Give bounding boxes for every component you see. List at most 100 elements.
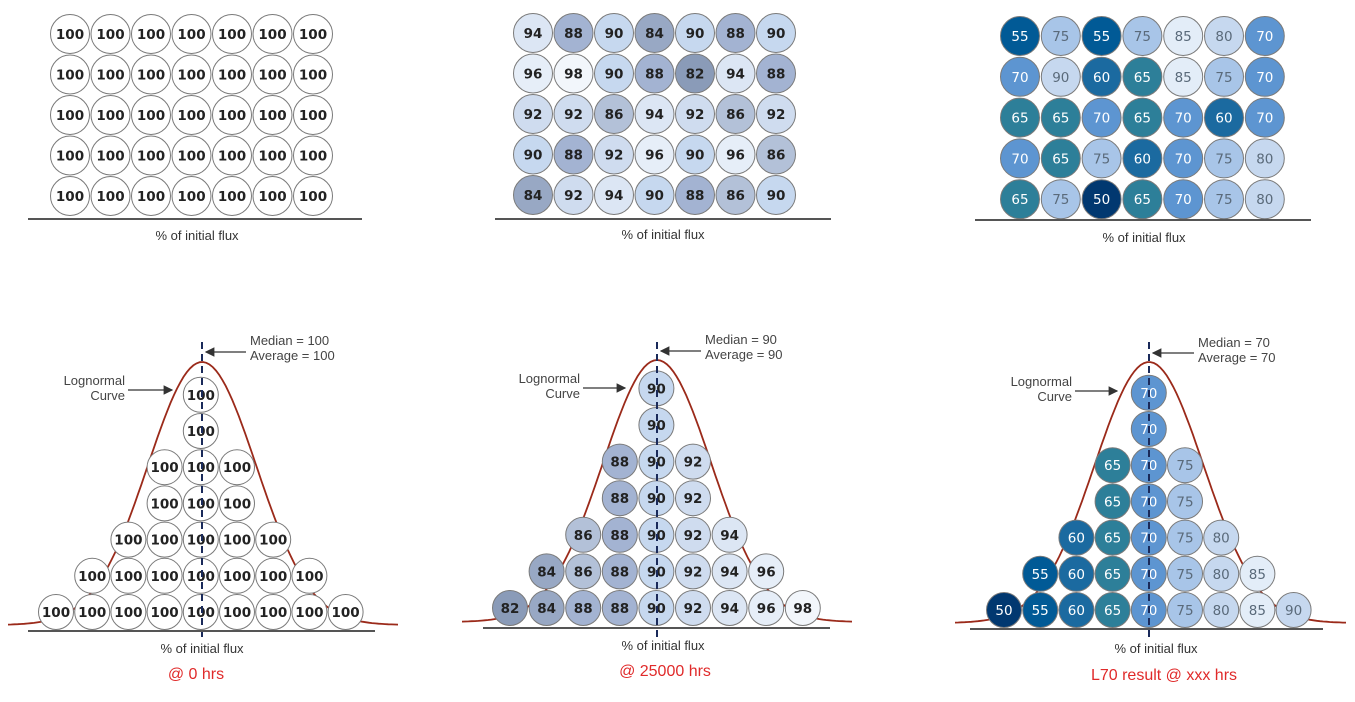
ball-value: 100 [114, 569, 142, 585]
ball-shape [601, 590, 638, 626]
grid-ball: 70 [1163, 179, 1204, 220]
ball-value: 60 [1068, 603, 1085, 619]
ball-shape [715, 53, 756, 94]
grid-ball: 60 [1204, 97, 1244, 138]
ball-value: 100 [78, 569, 106, 585]
histogram-ball: 92 [675, 516, 711, 553]
ball-shape [1040, 16, 1081, 56]
ball-shape [601, 516, 638, 553]
ball-shape [212, 135, 252, 176]
ball-shape [565, 590, 602, 626]
histogram-ball: 90 [638, 407, 675, 443]
grid-ball: 88 [553, 134, 594, 175]
ball-shape [90, 176, 131, 216]
ball-value: 100 [299, 108, 327, 124]
ball-value: 75 [1215, 192, 1232, 208]
histogram-ball: 84 [528, 590, 565, 626]
ball-value: 60 [1215, 111, 1232, 127]
ball-shape [1167, 519, 1203, 556]
ball-value: 90 [686, 148, 705, 164]
ball-shape [675, 134, 715, 175]
ball-value: 75 [1176, 494, 1193, 510]
median-label: Median = 100 [250, 333, 329, 348]
ball-value: 86 [574, 564, 593, 580]
ball-value: 55 [1032, 603, 1049, 619]
ball-shape [711, 590, 748, 626]
median-label: Median = 70 [1198, 335, 1270, 350]
ball-value: 84 [537, 601, 556, 617]
ball-value: 100 [96, 108, 124, 124]
ball-shape [756, 94, 796, 134]
histogram-ball: 100 [327, 594, 364, 630]
histogram-ball: 80 [1203, 519, 1240, 556]
ball-shape [1167, 592, 1203, 628]
ball-value: 88 [767, 67, 786, 83]
ball-value: 100 [299, 189, 327, 205]
ball-value: 100 [151, 569, 179, 585]
grid-ball: 100 [293, 135, 333, 176]
ball-value: 100 [96, 68, 124, 84]
histogram-ball: 75 [1167, 555, 1203, 592]
histogram-ball: 100 [219, 594, 255, 630]
grid-ball: 100 [293, 95, 333, 135]
ball-shape [255, 521, 292, 558]
ball-value: 100 [137, 189, 165, 205]
ball-shape [131, 176, 171, 216]
ball-value: 100 [137, 27, 165, 43]
ball-shape [715, 175, 756, 215]
average-label: Average = 100 [250, 348, 335, 363]
ball-value: 86 [574, 528, 593, 544]
histogram-ball: 100 [146, 557, 183, 594]
grid-ball: 90 [634, 175, 675, 215]
ball-shape [1094, 447, 1131, 484]
ball-shape [182, 449, 219, 486]
ball-shape [219, 485, 255, 522]
ball-shape [711, 553, 748, 590]
histogram-axis-label: % of initial flux [160, 641, 244, 656]
ball-value: 100 [177, 189, 205, 205]
ball-value: 100 [258, 189, 286, 205]
ball-shape [513, 175, 553, 215]
ball-shape [715, 13, 756, 53]
ball-shape [1275, 592, 1312, 628]
ball-value: 100 [56, 149, 84, 165]
ball-shape [1094, 592, 1131, 628]
ball-value: 92 [684, 528, 703, 544]
histogram-ball: 94 [711, 590, 748, 626]
histogram-ball: 100 [110, 594, 147, 630]
ball-shape [748, 590, 785, 626]
grid-ball: 100 [131, 14, 171, 54]
ball-shape [1244, 16, 1285, 56]
histogram-ball: 86 [565, 516, 602, 553]
grid-ball: 100 [131, 135, 171, 176]
grid-ball: 55 [1081, 16, 1122, 56]
ball-value: 92 [684, 455, 703, 471]
grid-ball: 70 [1163, 138, 1204, 179]
grid-ball: 86 [594, 94, 634, 134]
ball-value: 75 [1215, 70, 1232, 86]
histogram-ball: 75 [1167, 519, 1203, 556]
ball-value: 100 [137, 108, 165, 124]
grid-ball: 100 [293, 14, 333, 54]
ball-value: 100 [258, 27, 286, 43]
ball-value: 75 [1215, 151, 1232, 167]
ball-shape [219, 557, 255, 594]
grid-ball: 94 [594, 175, 634, 215]
time-caption: @ 0 hrs [168, 666, 224, 683]
ball-shape [594, 175, 634, 215]
grid-ball: 65 [1122, 97, 1163, 138]
ball-value: 88 [726, 26, 745, 42]
curve-label-line1: Lognormal [1011, 374, 1073, 389]
ball-value: 100 [78, 605, 106, 621]
histogram-ball: 92 [675, 590, 711, 626]
ball-value: 70 [1256, 111, 1273, 127]
ball-value: 70 [1256, 70, 1273, 86]
grid-ball: 90 [513, 134, 553, 175]
ball-shape [553, 175, 594, 215]
grid-ball: 100 [131, 95, 171, 135]
ball-value: 100 [223, 533, 251, 549]
ball-shape [1122, 16, 1163, 56]
ball-shape [212, 95, 252, 135]
grid-ball: 92 [513, 94, 553, 134]
ball-shape [212, 176, 252, 216]
